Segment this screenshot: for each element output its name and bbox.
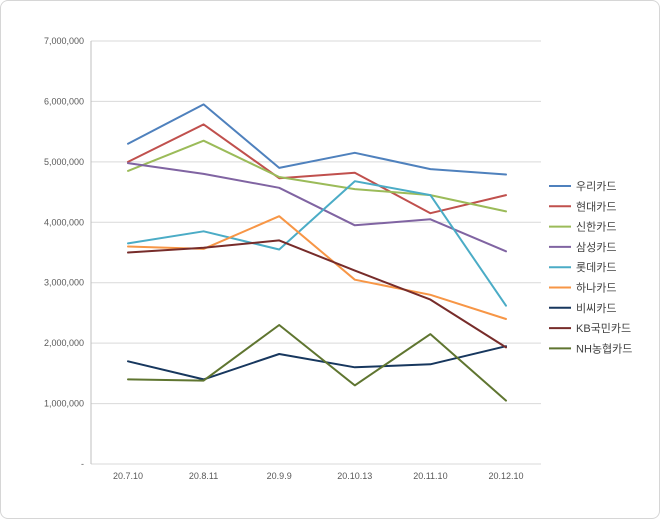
y-tick-label: 5,000,000 [44,157,84,167]
y-tick-label: - [81,459,84,469]
series-line-NH농협카드 [127,324,507,402]
legend-label-우리카드: 우리카드 [576,180,616,193]
y-tick-label: 6,000,000 [44,96,84,106]
series-line-삼성카드 [127,162,507,253]
x-tick-label: 20.11.10 [413,471,447,481]
x-tick-label: 20.12.10 [488,471,523,481]
x-tick-label: 20.9.9 [267,471,292,481]
x-tick-label: 20.8.11 [189,471,218,481]
series-line-우리카드 [127,103,507,176]
y-tick-label: 3,000,000 [44,278,84,288]
legend-label-KB국민카드: KB국민카드 [576,322,631,335]
y-tick-label: 7,000,000 [44,36,84,46]
series-line-롯데카드 [127,180,507,307]
legend-label-롯데카드: 롯데카드 [576,261,616,274]
series-line-비씨카드 [127,345,507,381]
series-line-현대카드 [127,123,507,215]
legend-label-NH농협카드: NH농협카드 [576,342,632,355]
x-tick-label: 20.7.10 [113,471,143,481]
legend-label-현대카드: 현대카드 [576,200,616,213]
legend-label-삼성카드: 삼성카드 [576,241,616,254]
y-tick-label: 4,000,000 [44,217,84,227]
series-line-신한카드 [127,139,507,213]
x-tick-label: 20.10.13 [337,471,372,481]
y-tick-label: 1,000,000 [44,399,84,409]
legend-label-비씨카드: 비씨카드 [576,302,616,315]
series-line-KB국민카드 [127,239,507,349]
legend-label-신한카드: 신한카드 [576,221,616,234]
series-line-하나카드 [127,215,507,320]
legend-label-하나카드: 하나카드 [576,281,616,295]
y-tick-label: 2,000,000 [44,338,84,348]
